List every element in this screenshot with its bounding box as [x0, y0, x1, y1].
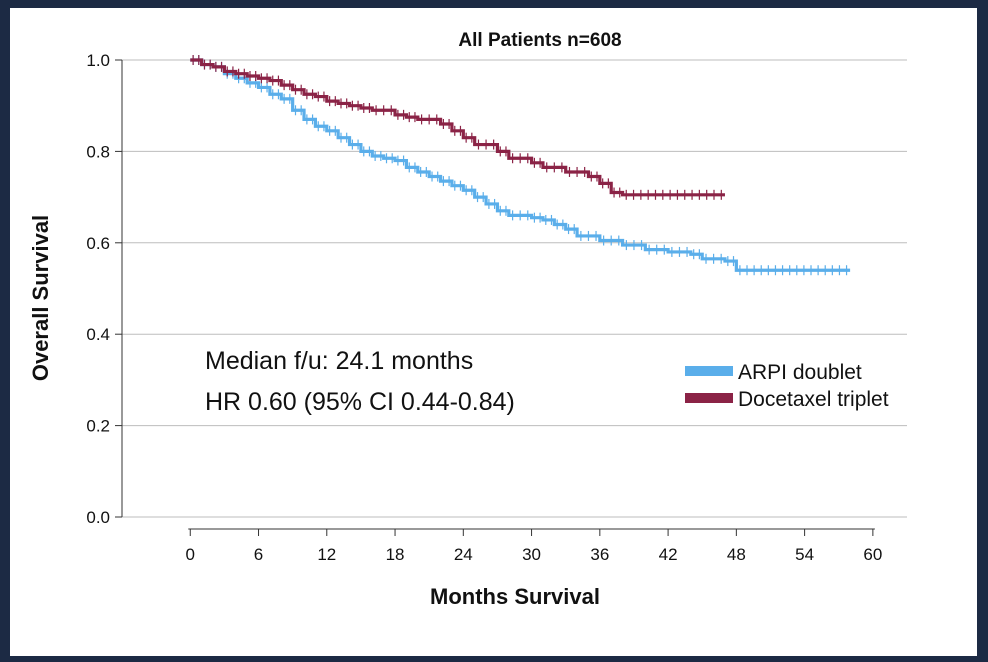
grid-lines — [122, 59, 907, 518]
chart-panel: 0.0 0.2 0.4 0.6 0.8 1.0 0 6 12 18 24 30 36 42 48 54 60 A… — [10, 8, 977, 656]
y-tick-label: 0.4 — [86, 325, 110, 344]
x-tick-label: 60 — [863, 545, 882, 564]
x-tick-label: 6 — [254, 545, 263, 564]
y-tick-label: 1.0 — [86, 51, 110, 70]
x-tick-label: 18 — [386, 545, 405, 564]
legend-swatch-arpi-doublet — [685, 366, 733, 376]
y-axis-title: Overall Survival — [28, 215, 53, 381]
x-tick-label: 24 — [454, 545, 473, 564]
y-tick-label: 0.6 — [86, 234, 110, 253]
x-axis-title: Months Survival — [430, 584, 600, 609]
median-followup-annotation: Median f/u: 24.1 months — [205, 347, 473, 375]
km-chart: 0.0 0.2 0.4 0.6 0.8 1.0 0 6 12 18 24 30 36 42 48 54 60 A… — [28, 30, 907, 609]
x-tick-label: 54 — [795, 545, 814, 564]
survival-curves — [190, 55, 851, 276]
legend-label-arpi-doublet: ARPI doublet — [738, 361, 862, 384]
x-tick-label: 36 — [590, 545, 609, 564]
x-tick-label: 0 — [186, 545, 195, 564]
legend-label-docetaxel-triplet: Docetaxel triplet — [738, 388, 889, 411]
x-tick-label: 48 — [727, 545, 746, 564]
censor-marks-docetaxel-triplet — [192, 55, 722, 200]
y-tick-label: 0.0 — [86, 508, 110, 527]
survival-curve-arpi-doublet — [190, 58, 851, 272]
y-tick-label: 0.2 — [86, 417, 110, 436]
x-tick-label: 42 — [659, 545, 678, 564]
hazard-ratio-annotation: HR 0.60 (95% CI 0.44-0.84) — [205, 388, 515, 416]
y-tick-label: 0.8 — [86, 142, 110, 161]
x-tick-label: 30 — [522, 545, 541, 564]
censor-marks-arpi-doublet — [192, 55, 848, 276]
x-tick-label: 12 — [317, 545, 336, 564]
survival-curve-docetaxel-triplet — [190, 58, 725, 197]
legend: ARPI doublet Docetaxel triplet — [685, 361, 889, 411]
chart-title: All Patients n=608 — [458, 30, 621, 51]
axes: 0.0 0.2 0.4 0.6 0.8 1.0 0 6 12 18 24 30 36 42 48 54 60 — [86, 51, 882, 564]
legend-swatch-docetaxel-triplet — [685, 393, 733, 403]
